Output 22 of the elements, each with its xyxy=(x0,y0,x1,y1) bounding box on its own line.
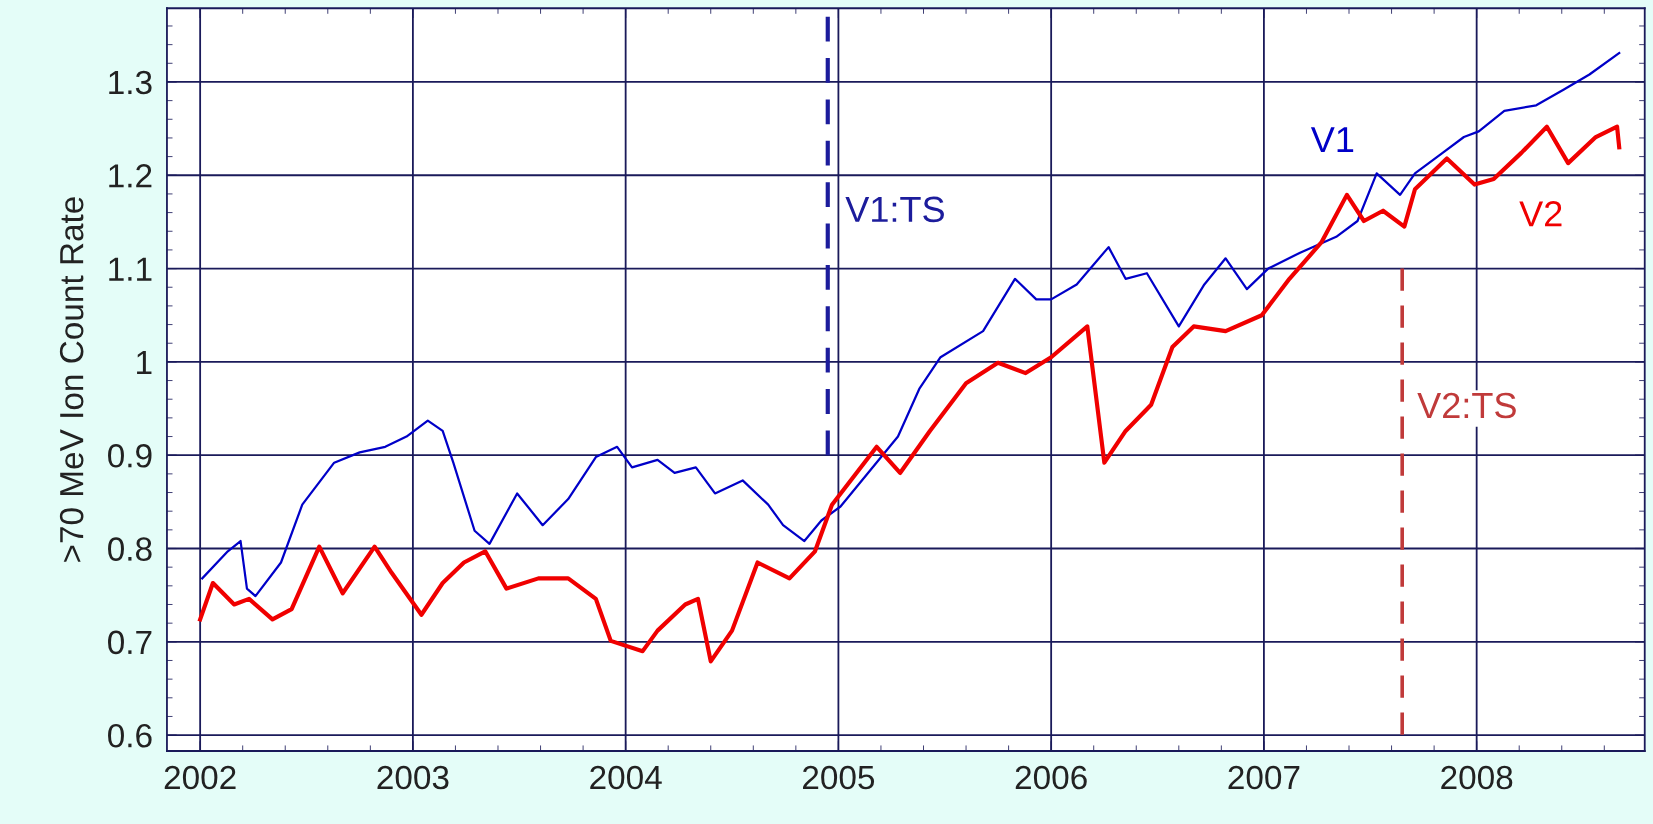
x-tick-label: 2008 xyxy=(1441,765,1513,790)
x-tick-label: 2007 xyxy=(1228,765,1300,790)
series-label: V1 xyxy=(1310,127,1354,153)
x-tick-label: 2004 xyxy=(590,765,662,790)
line-series xyxy=(198,124,1622,664)
y-tick-label: 0.7 xyxy=(108,630,152,655)
y-tick-label: 1.3 xyxy=(109,70,152,95)
y-tick-label: 1.1 xyxy=(109,257,152,281)
line-series xyxy=(201,51,1621,598)
y-tick-label: 0.8 xyxy=(108,537,152,561)
x-tick-label: 2003 xyxy=(377,765,449,790)
y-tick-label: 1 xyxy=(137,351,152,374)
y-tick-label: 1.2 xyxy=(109,164,152,188)
y-axis-title: >70 MeV Ion Count Rate xyxy=(59,197,84,562)
x-tick-label: 2002 xyxy=(164,765,236,790)
x-tick-label: 2005 xyxy=(803,765,875,790)
series-label: V2 xyxy=(1519,201,1562,227)
series-label: V1:TS xyxy=(845,196,944,223)
x-tick-label: 2006 xyxy=(1015,765,1087,790)
y-tick-label: 0.9 xyxy=(108,444,152,468)
y-tick-label: 0.6 xyxy=(108,723,152,748)
series-label: V2:TS xyxy=(1417,392,1516,419)
